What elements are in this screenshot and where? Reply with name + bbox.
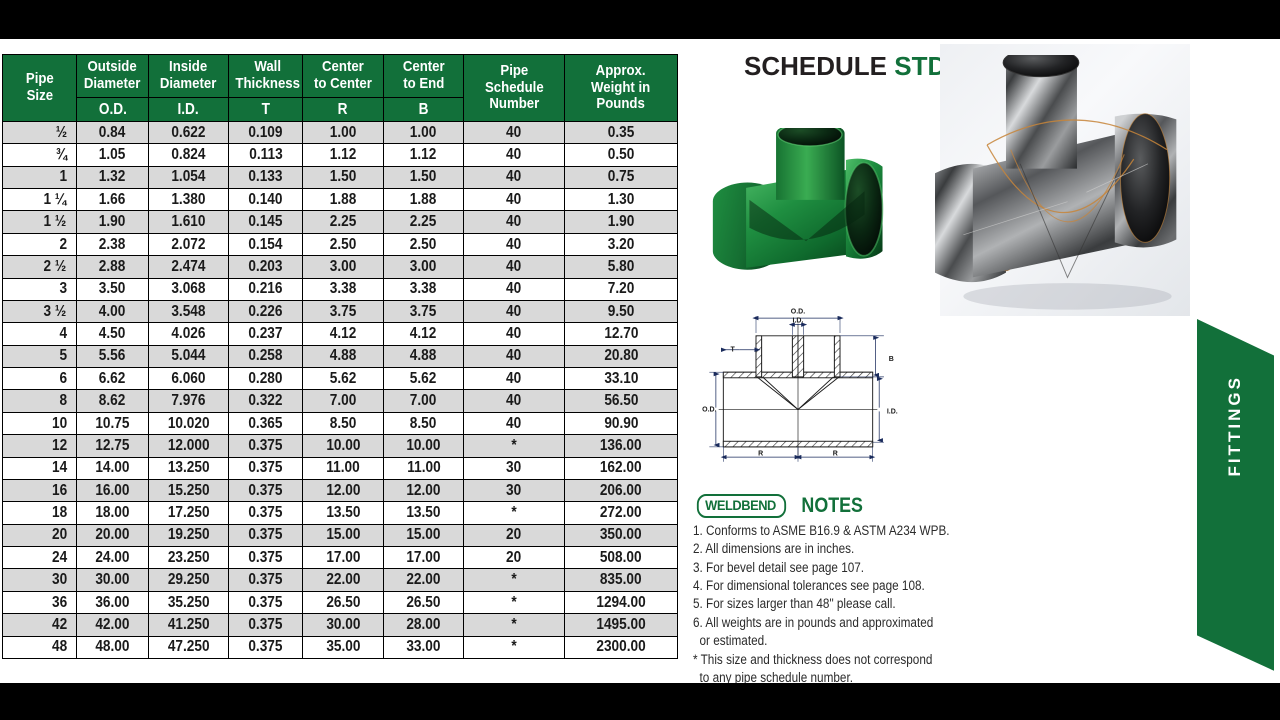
svg-text:B: B	[889, 356, 894, 363]
svg-text:I.D.: I.D.	[887, 408, 898, 415]
svg-text:R: R	[758, 450, 763, 457]
svg-text:O.D.: O.D.	[791, 308, 805, 315]
svg-text:T: T	[731, 347, 736, 354]
svg-text:R: R	[833, 450, 838, 457]
svg-text:O.D.: O.D.	[702, 406, 716, 413]
svg-text:I.D.: I.D.	[793, 318, 804, 325]
